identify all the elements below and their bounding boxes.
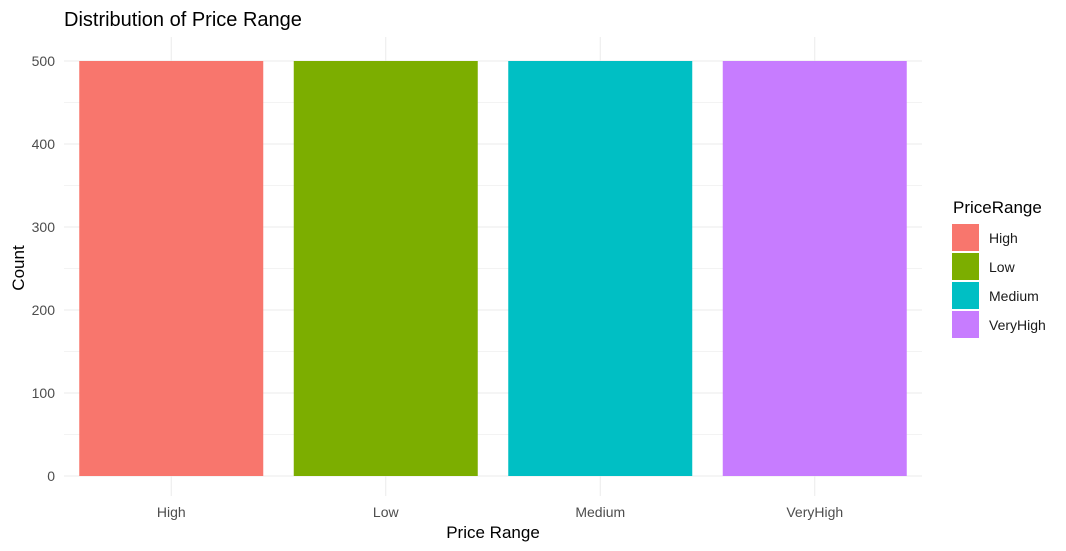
- legend-label: VeryHigh: [989, 317, 1046, 333]
- legend-label: Medium: [989, 288, 1039, 304]
- chart-title: Distribution of Price Range: [64, 9, 302, 31]
- y-tick-label: 200: [32, 302, 56, 318]
- x-axis-title: Price Range: [446, 523, 540, 542]
- y-axis-ticks: 0 100 200 300 400 500: [32, 53, 56, 484]
- y-tick-label: 0: [47, 468, 55, 484]
- y-tick-label: 500: [32, 53, 56, 69]
- y-tick-label: 300: [32, 219, 56, 235]
- legend-swatch: [952, 282, 979, 309]
- bar-medium: [508, 61, 693, 476]
- legend-title: PriceRange: [953, 198, 1042, 217]
- legend-swatch: [952, 224, 979, 251]
- bar-veryhigh: [722, 61, 907, 476]
- x-tick-label: Low: [373, 504, 400, 520]
- x-tick-label: High: [157, 504, 186, 520]
- y-tick-label: 100: [32, 385, 56, 401]
- bars: [79, 61, 907, 476]
- legend-label: Low: [989, 259, 1016, 275]
- x-tick-label: VeryHigh: [786, 504, 843, 520]
- legend-label: High: [989, 230, 1018, 246]
- y-tick-label: 400: [32, 136, 56, 152]
- legend: PriceRange High Low Medium VeryHigh: [952, 198, 1046, 338]
- x-tick-label: Medium: [575, 504, 625, 520]
- bar-low: [293, 61, 478, 476]
- x-axis-ticks: High Low Medium VeryHigh: [157, 504, 843, 520]
- y-axis-title: Count: [9, 245, 28, 291]
- bar-high: [79, 61, 264, 476]
- legend-swatch: [952, 311, 979, 338]
- legend-swatch: [952, 253, 979, 280]
